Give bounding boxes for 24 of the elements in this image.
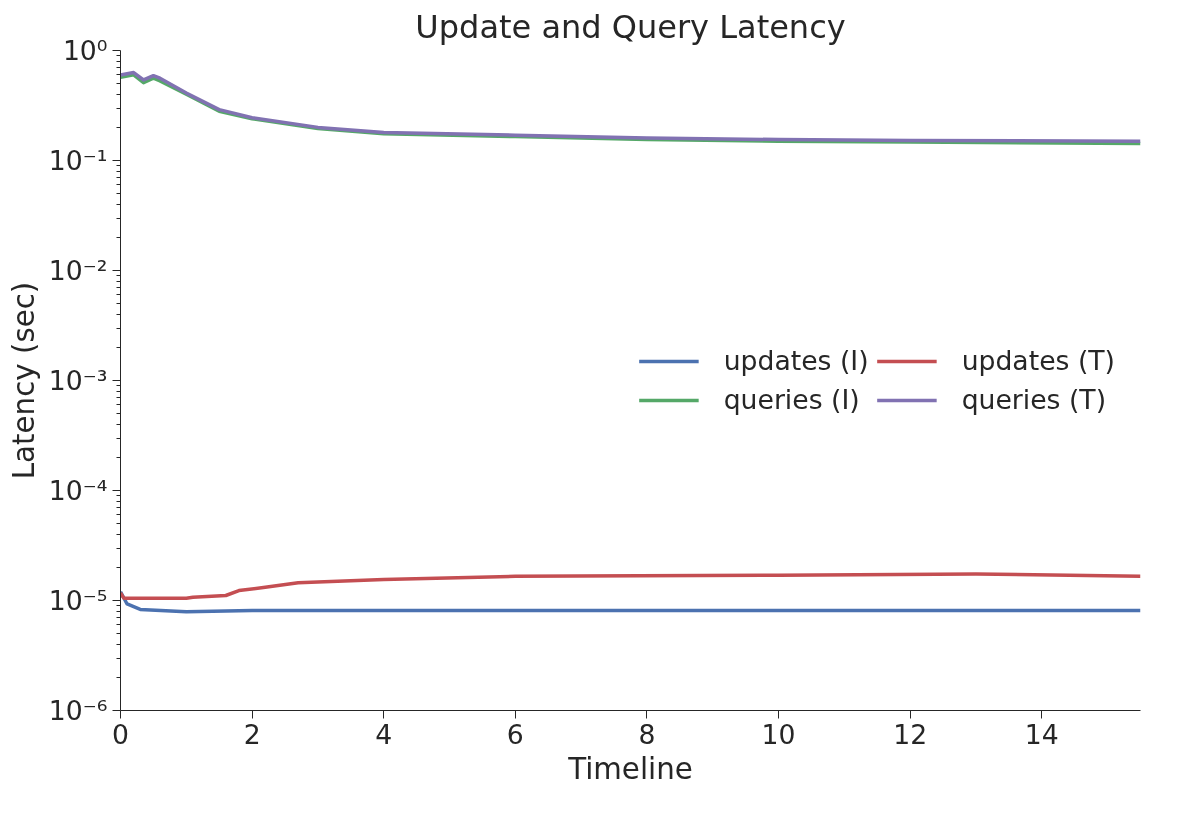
line-series bbox=[120, 572, 1141, 600]
legend-label: updates (I) bbox=[723, 345, 869, 376]
legend-label: updates (T) bbox=[961, 345, 1115, 376]
x-tick-label: 4 bbox=[375, 718, 393, 750]
x-tick-label: 10 bbox=[761, 718, 796, 750]
y-tick-label: 10⁻³ bbox=[48, 365, 108, 396]
y-tick-label: 10⁻⁵ bbox=[48, 585, 108, 616]
x-tick-label: 6 bbox=[506, 718, 524, 750]
y-tick-label: 10⁻² bbox=[48, 255, 108, 286]
line-series bbox=[120, 590, 1141, 614]
x-tick-label: 2 bbox=[243, 718, 261, 750]
chart-title: Update and Query Latency bbox=[415, 7, 846, 46]
y-tick-label: 10⁻⁶ bbox=[48, 695, 108, 726]
y-axis-title: Latency (sec) bbox=[6, 281, 41, 480]
legend-label: queries (I) bbox=[723, 384, 860, 415]
y-tick-label: 10⁻¹ bbox=[48, 145, 108, 176]
x-tick-label: 8 bbox=[638, 718, 656, 750]
y-tick-label: 10⁰ bbox=[62, 35, 108, 66]
x-tick-label: 12 bbox=[893, 718, 928, 750]
legend-label: queries (T) bbox=[961, 384, 1107, 415]
x-axis-title: Timeline bbox=[567, 751, 693, 786]
y-tick-label: 10⁻⁴ bbox=[48, 475, 108, 506]
x-tick-label: 0 bbox=[112, 718, 129, 750]
x-tick-label: 14 bbox=[1024, 718, 1059, 750]
